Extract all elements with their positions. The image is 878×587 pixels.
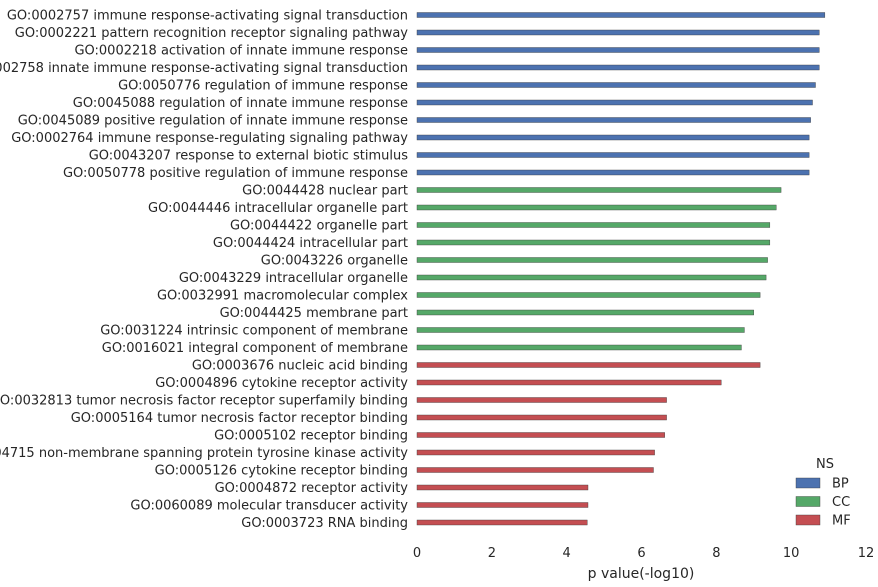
bar-mf [416, 362, 761, 368]
category-label: GO:0032991 macromolecular complex [157, 289, 408, 304]
bar-bp [416, 152, 810, 158]
bar-bp [416, 117, 811, 123]
bar-mf [416, 397, 667, 403]
legend-swatch-cc [795, 496, 821, 507]
bar-mf [416, 432, 665, 438]
category-label: GO:0031224 intrinsic component of membra… [100, 324, 408, 339]
category-label: GO:0016021 integral component of membran… [102, 341, 408, 356]
bar-cc [416, 274, 767, 281]
x-tick-label: 8 [712, 546, 720, 561]
category-label: GO:0004715 non-membrane spanning protein… [0, 446, 408, 461]
bar-bp [416, 29, 820, 36]
x-tick-label: 2 [488, 546, 496, 561]
legend-entries: BP CC MF [795, 477, 851, 529]
bar-bp [416, 12, 826, 18]
category-label: GO:0002218 activation of innate immune r… [74, 44, 408, 59]
bar-cc [416, 187, 782, 193]
bar-mf [416, 484, 589, 491]
bar-mf [416, 502, 589, 508]
category-label: GO:0044424 intracellular part [213, 236, 408, 251]
bar-mf [416, 414, 667, 421]
category-label: GO:0043226 organelle [261, 254, 408, 269]
legend-label-cc: CC [832, 495, 850, 510]
category-label: GO:0005102 receptor binding [214, 429, 408, 444]
bar-bp [416, 47, 820, 53]
bar-cc [416, 204, 777, 211]
bar-bp [416, 169, 810, 176]
category-label: GO:0045088 regulation of innate immune r… [73, 96, 408, 111]
bar-cc [416, 309, 754, 316]
category-label: GO:0044425 membrane part [220, 306, 408, 321]
category-label: GO:0003676 nucleic acid binding [192, 359, 408, 374]
category-label: GO:0044446 intracellular organelle part [148, 201, 408, 216]
bar-cc [416, 292, 761, 298]
category-label: GO:0002221 pattern recognition receptor … [15, 26, 409, 41]
category-label: GO:0002757 immune response-activating si… [7, 9, 408, 24]
bar-cc [416, 239, 771, 246]
bar-bp [416, 82, 816, 88]
category-label: GO:0060089 molecular transducer activity [130, 499, 408, 514]
category-label: GO:0005126 cytokine receptor binding [155, 464, 408, 479]
bars [416, 12, 826, 526]
x-tick-label: 12 [858, 546, 875, 561]
bar-mf [416, 449, 655, 456]
category-label: GO:0050776 regulation of immune response [118, 79, 408, 94]
category-label: GO:0005164 tumor necrosis factor recepto… [71, 411, 408, 426]
category-labels: GO:0002757 immune response-activating si… [0, 9, 408, 532]
x-axis-ticks: 0 2 4 6 8 10 12 [413, 546, 874, 561]
legend-title: NS [816, 457, 834, 472]
bar-cc [416, 222, 771, 228]
category-label: GO:0043207 response to external biotic s… [89, 149, 409, 164]
x-tick-label: 10 [783, 546, 800, 561]
bar-cc [416, 327, 745, 333]
bar-bp [416, 99, 813, 106]
category-label: GO:0032813 tumor necrosis factor recepto… [0, 394, 408, 409]
legend-swatch-mf [795, 514, 821, 526]
x-tick-label: 4 [563, 546, 571, 561]
category-label: GO:0050778 positive regulation of immune… [63, 166, 408, 181]
bar-mf [416, 519, 588, 526]
legend-swatch-bp [795, 477, 821, 489]
legend-label-bp: BP [832, 477, 849, 492]
x-tick-label: 0 [413, 546, 421, 561]
category-label: GO:0045089 positive regulation of innate… [18, 114, 408, 129]
category-label: GO:0004896 cytokine receptor activity [155, 376, 408, 391]
category-label: GO:0044422 organelle part [230, 219, 408, 234]
x-tick-label: 6 [637, 546, 645, 561]
legend-label-mf: MF [832, 514, 851, 529]
bar-cc [416, 257, 768, 263]
bar-cc [416, 344, 742, 351]
category-label: GO:0043229 intracellular organelle [179, 271, 408, 286]
legend: NS BP CC MF [795, 457, 851, 529]
category-label: GO:0003723 RNA binding [241, 516, 408, 531]
x-axis-title: p value(-log10) [588, 566, 695, 582]
category-label: GO:0044428 nuclear part [242, 184, 408, 199]
bar-bp [416, 134, 810, 141]
bar-mf [416, 467, 654, 473]
category-label: GO:0002764 immune response-regulating si… [11, 131, 408, 146]
category-label: GO:0004872 receptor activity [215, 481, 409, 496]
bar-mf [416, 379, 722, 386]
category-label: GO:0002758 innate immune response-activa… [0, 61, 408, 76]
bar-bp [416, 64, 820, 71]
